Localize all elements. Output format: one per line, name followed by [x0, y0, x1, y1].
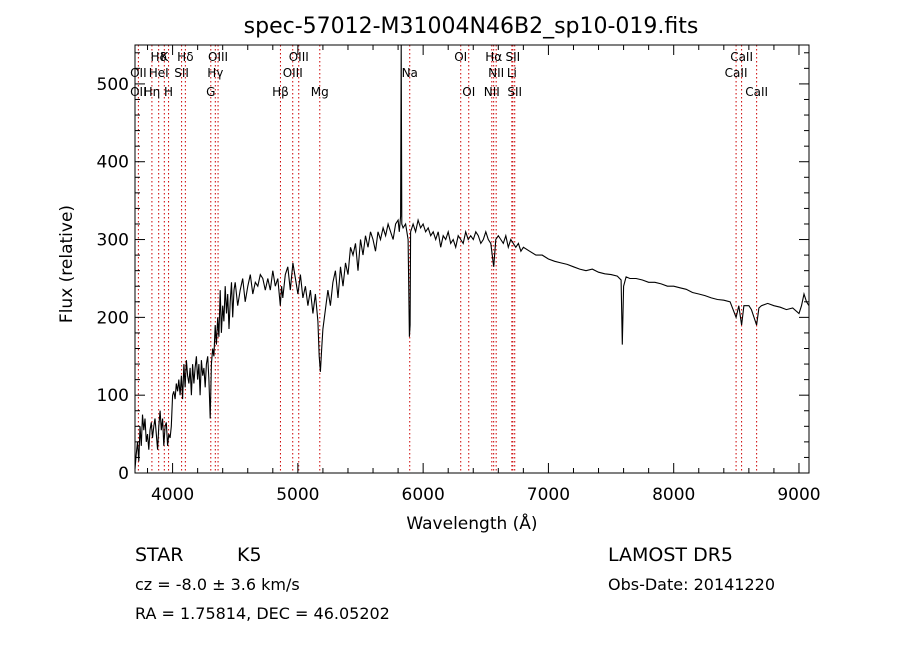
spectral-line-label: SII [507, 85, 522, 99]
y-axis-ticks: 0 100 200 300 400 500 [97, 52, 809, 484]
x-tick-label: 7000 [527, 485, 570, 505]
spectral-line-label: CaII [725, 66, 748, 80]
y-tick-label: 0 [118, 464, 129, 484]
chart-title: spec-57012-M31004N46B2_sp10-019.fits [244, 14, 699, 39]
redshift-velocity: cz = -8.0 ± 3.6 km/s [135, 575, 300, 594]
x-axis-label: Wavelength (Å) [406, 512, 537, 534]
spectral-line-label: Hδ [177, 50, 193, 64]
spectral-line-label: NII [488, 66, 504, 80]
spectral-line-label: CaII [745, 85, 768, 99]
spectrum-line [134, 44, 810, 470]
x-tick-label: 4000 [151, 485, 194, 505]
x-tick-label: 8000 [652, 485, 695, 505]
spectral-line-markers [137, 45, 758, 473]
spectral-line-label: G [206, 85, 215, 99]
x-tick-label: 9000 [777, 485, 820, 505]
spectral-line-label: K [160, 50, 169, 64]
coordinates: RA = 1.75814, DEC = 46.05202 [135, 604, 390, 623]
spectral-line-label: OIII [208, 50, 228, 64]
y-tick-label: 100 [97, 386, 129, 406]
object-subclass: K5 [237, 544, 262, 566]
x-tick-label: 6000 [402, 485, 445, 505]
spectral-line-label: CaII [730, 50, 753, 64]
spectral-line-label: Hγ [207, 66, 223, 80]
y-tick-label: 400 [97, 153, 129, 173]
spectral-line-label: OII [130, 66, 147, 80]
survey-release: LAMOST DR5 [608, 544, 733, 566]
x-tick-label: 5000 [276, 485, 319, 505]
spectral-line-label: SII [174, 66, 189, 80]
object-class: STAR [135, 544, 183, 566]
spectral-line-label: HeI [149, 66, 169, 80]
y-axis-label: Flux (relative) [57, 205, 77, 323]
spectral-line-label: Li [507, 66, 517, 80]
plot-frame [134, 44, 810, 474]
spectral-line-label: Na [402, 66, 418, 80]
x-axis-ticks: 4000 5000 6000 7000 8000 9000 [147, 45, 821, 505]
spectral-line-label: OIII [289, 50, 309, 64]
spectral-line-label: OI [462, 85, 475, 99]
y-tick-label: 200 [97, 308, 129, 328]
y-tick-label: 500 [97, 75, 129, 95]
spectral-line-label: NII [484, 85, 500, 99]
spectral-line-label: Mg [311, 85, 329, 99]
spectral-line-label: Hα [485, 50, 502, 64]
spectral-line-label: SII [505, 50, 520, 64]
spectral-line-label: Hη [144, 85, 161, 99]
spectral-line-label: OI [454, 50, 467, 64]
spectral-line-label: Hβ [272, 85, 289, 99]
y-tick-label: 300 [97, 231, 129, 251]
spectral-line-label: OIII [283, 66, 303, 80]
observation-date: Obs-Date: 20141220 [608, 575, 775, 594]
spectral-line-label: Hδ [150, 50, 166, 64]
spectral-line-label: OII [130, 85, 147, 99]
spectral-line-label: H [164, 85, 173, 99]
